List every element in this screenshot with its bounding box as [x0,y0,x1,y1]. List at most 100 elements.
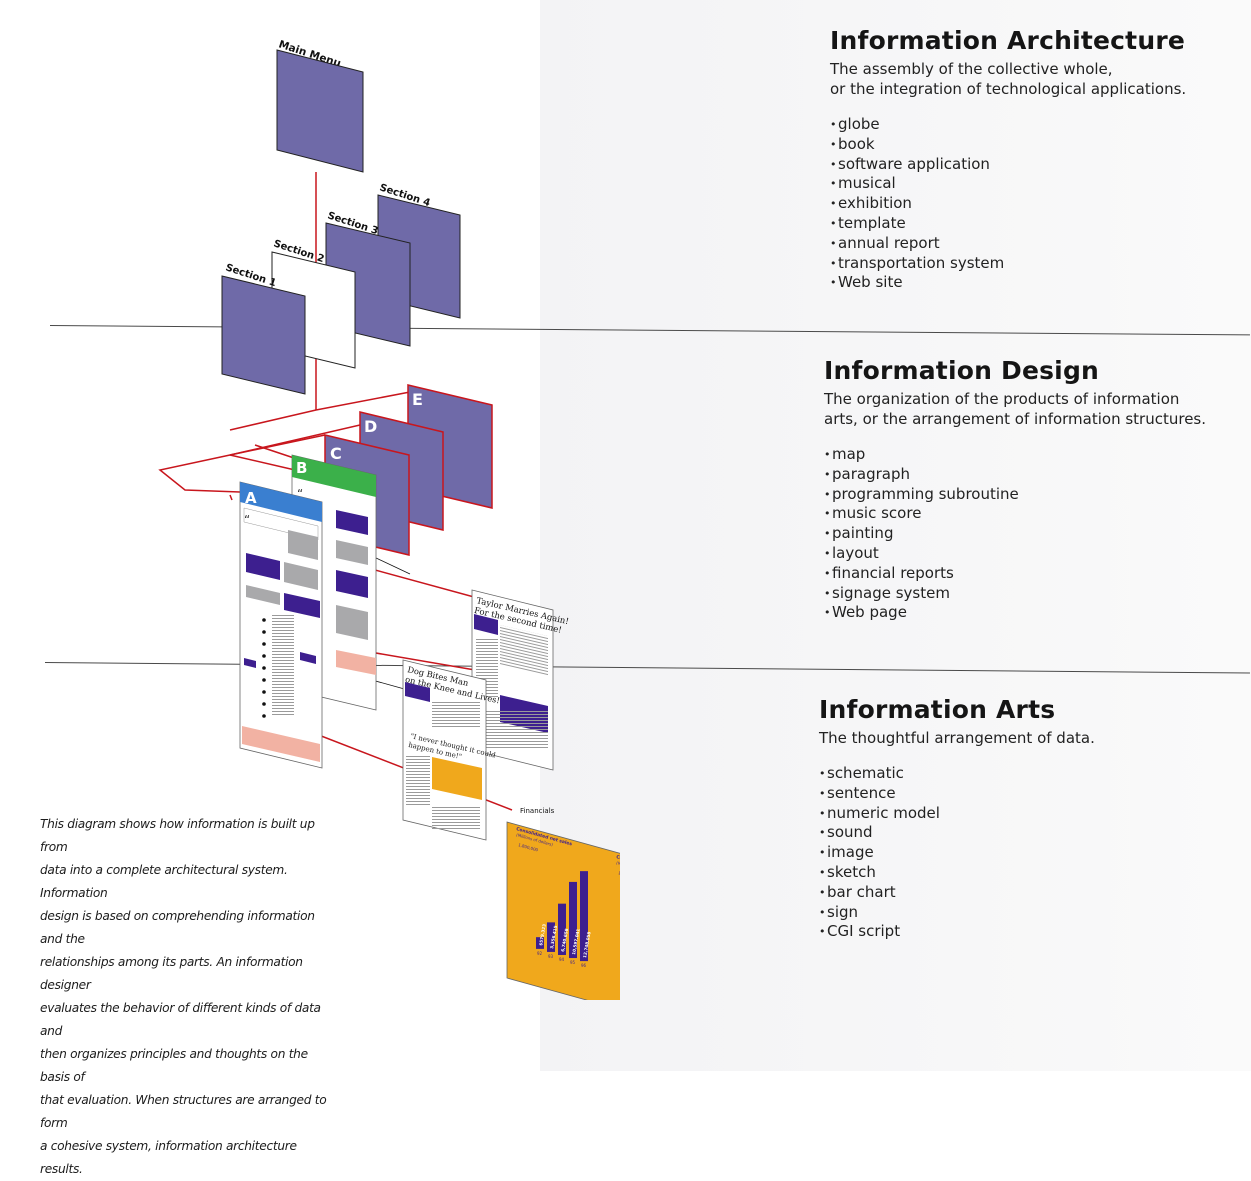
bar-value-label: $579.323 [538,923,547,946]
list-item: • book [830,135,1240,155]
bullet-mark: • [830,236,837,250]
category-label: 96 [581,963,587,968]
list-item-text: annual report [838,233,940,252]
bullet-mark: • [819,885,826,899]
bullet-mark: • [830,276,837,290]
article-taylor: Taylor Marries Again! For the second tim… [471,589,570,771]
page-c-label: C [330,444,342,463]
bullet-mark: • [824,606,831,620]
list-item-text: sketch [827,862,876,881]
list-item: • programming subroutine [824,485,1244,505]
list-item: • template [830,214,1240,234]
list-item-text: software application [838,154,990,173]
list-item: • numeric model [819,804,1239,824]
list-item-text: musical [838,174,896,193]
background-panel [540,0,1251,1071]
bullet-mark: • [830,256,837,270]
section-title: Information Architecture [830,26,1186,55]
list-item-text: signage system [832,583,950,602]
list-item: • annual report [830,234,1240,254]
list-item-text: bar chart [827,882,896,901]
item-list: • globe • book • software application • musical… [830,115,1240,293]
list-item: • financial reports [824,564,1244,584]
list-item: • paragraph [824,465,1244,485]
list-item: • image [819,843,1239,863]
chart-bar [547,922,555,952]
quote-open: “ [244,513,250,527]
list-item-text: sign [827,902,859,921]
list-item-text: map [832,445,866,463]
list-item: • sound [819,823,1239,843]
list-item: • Web site [830,273,1240,293]
page-b-label: B [296,459,307,477]
list-item: • musical [830,174,1240,194]
bullet-mark: • [830,137,837,151]
bullet-mark: • [830,157,837,171]
list-item-text: transportation system [838,253,1005,272]
list-item-text: painting [832,524,894,543]
section-title: Information Arts [819,695,1056,724]
list-item-text: financial reports [832,563,954,582]
category-label: 93 [548,954,554,959]
bar-value-label: 10,597.041 [571,928,581,955]
page-e-label: E [412,390,423,409]
section-information-architecture: Information Architecture The assembly of… [830,26,1240,293]
list-item-text: CGI script [827,922,901,941]
list-item: • transportation system [830,254,1240,274]
list-item: • Web page [824,603,1244,623]
bullet-mark: • [824,487,831,501]
list-item: • exhibition [830,194,1240,214]
bullet-mark: • [824,566,831,580]
bar-value-label: 12,748.058 [582,931,592,958]
item-list: • map • paragraph • programming subroutine • mu… [824,445,1244,623]
bullet-mark: • [824,546,831,560]
item-list: • schematic • sentence • numeric model • sound •… [819,764,1239,942]
page-a-node: A “ ” [239,481,323,769]
list-item: • globe [830,115,1240,135]
bullet-mark: • [824,507,831,521]
bullet-mark: • [824,586,831,600]
chart-bar [558,903,566,955]
bullet-mark: • [830,197,837,211]
bullet-mark: • [830,216,837,230]
bullet-mark: • [819,826,826,840]
section-information-arts: Information Arts The thoughtful arrangem… [819,695,1239,942]
bullet-mark: • [819,905,826,919]
list-item: • schematic [819,764,1239,784]
list-item-text: sound [827,823,873,842]
list-item: • bar chart [819,883,1239,903]
category-label: 94 [559,957,565,962]
bar-value-label: 6,740.658 [560,928,569,952]
section-information-design: Information Design The organization of t… [824,356,1244,623]
list-item: • music score [824,504,1244,524]
list-item-text: Web site [838,273,903,292]
list-item-text: image [827,843,874,862]
bullet-mark: • [819,786,826,800]
bullet-mark: • [824,448,831,461]
bullet-mark: • [819,846,826,860]
bar-value-label: 3,356.415 [549,925,558,949]
list-item-text: globe [838,115,880,133]
category-label: 92 [537,951,543,956]
list-item: • sign [819,903,1239,923]
list-item-text: schematic [827,764,904,782]
category-label: 95 [570,960,576,965]
bullet-mark: • [830,177,837,191]
list-item-text: template [838,213,906,232]
chart-bar [536,937,544,949]
section-description: The organization of the products of info… [824,390,1207,428]
bullet-mark: • [830,118,837,131]
list-item: • sketch [819,863,1239,883]
page: Information Architecture The assembly of… [40,0,1251,1176]
list-item-text: Web page [832,603,907,622]
list-item-text: music score [832,504,922,523]
bullet-mark: • [819,925,826,939]
bullet-mark: • [819,865,826,879]
chart-bar [580,871,588,962]
list-item-text: programming subroutine [832,484,1019,503]
page-d-label: D [364,417,377,436]
list-item-text: exhibition [838,194,912,213]
list-item: • signage system [824,584,1244,604]
information-structure-diagram: Main Menu Section 4 Section 3 Section 2 … [158,38,620,1000]
list-item-text: sentence [827,783,896,802]
